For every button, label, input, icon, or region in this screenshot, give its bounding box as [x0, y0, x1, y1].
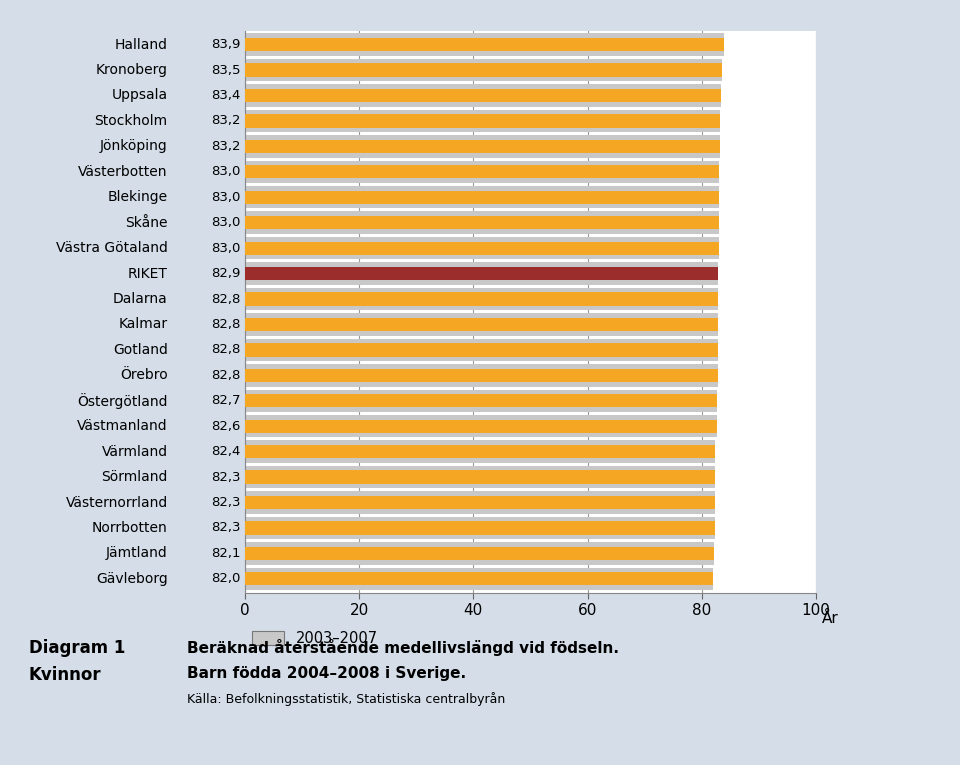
Bar: [245, 491, 715, 514]
Text: 83,2: 83,2: [211, 140, 240, 153]
Text: Blekinge: Blekinge: [108, 190, 168, 204]
Bar: [245, 216, 719, 230]
Text: Skåne: Skåne: [125, 216, 168, 230]
Bar: [245, 517, 715, 539]
Bar: [245, 38, 724, 51]
Text: 83,4: 83,4: [211, 89, 240, 102]
Text: Kvinnor: Kvinnor: [29, 666, 102, 684]
Bar: [245, 420, 716, 433]
Text: 83,2: 83,2: [211, 115, 240, 128]
Text: Västmanland: Västmanland: [77, 419, 168, 433]
Text: Gävleborg: Gävleborg: [96, 572, 168, 586]
Bar: [245, 339, 718, 361]
Text: 82,0: 82,0: [211, 572, 240, 585]
Text: RIKET: RIKET: [128, 266, 168, 281]
Text: Stockholm: Stockholm: [95, 114, 168, 128]
Text: 82,6: 82,6: [211, 420, 240, 433]
Text: 82,8: 82,8: [211, 369, 240, 382]
Bar: [245, 445, 715, 458]
Text: Sörmland: Sörmland: [102, 470, 168, 484]
Text: 83,9: 83,9: [211, 38, 240, 51]
Bar: [245, 59, 722, 81]
Text: 82,3: 82,3: [211, 470, 240, 483]
Text: 83,0: 83,0: [211, 165, 240, 178]
Text: Norrbotten: Norrbotten: [92, 521, 168, 535]
Text: 82,8: 82,8: [211, 343, 240, 356]
Bar: [245, 190, 719, 203]
Bar: [245, 389, 717, 412]
Bar: [245, 547, 713, 560]
Bar: [245, 292, 718, 306]
Bar: [245, 211, 719, 234]
Text: Jämtland: Jämtland: [106, 546, 168, 561]
Text: Jönköping: Jönköping: [100, 139, 168, 153]
Bar: [245, 466, 715, 488]
Text: 82,3: 82,3: [211, 522, 240, 535]
Text: Beräknad återstående medellivslängd vid födseln.: Beräknad återstående medellivslängd vid…: [187, 639, 619, 656]
Text: Kronoberg: Kronoberg: [96, 63, 168, 77]
Bar: [245, 161, 719, 183]
Text: Örebro: Örebro: [120, 368, 168, 382]
Text: 83,0: 83,0: [211, 216, 240, 230]
Bar: [245, 267, 718, 280]
Bar: [245, 542, 713, 565]
Text: 82,8: 82,8: [211, 318, 240, 331]
Bar: [245, 369, 718, 382]
Text: Västra Götaland: Västra Götaland: [56, 241, 168, 256]
Text: Gotland: Gotland: [113, 343, 168, 357]
Bar: [245, 522, 715, 535]
Text: 82,8: 82,8: [211, 292, 240, 305]
Text: Östergötland: Östergötland: [77, 392, 168, 409]
Text: 83,0: 83,0: [211, 190, 240, 203]
Bar: [245, 114, 720, 128]
Text: Halland: Halland: [114, 37, 168, 51]
Text: 83,0: 83,0: [211, 242, 240, 255]
Text: Diagram 1: Diagram 1: [29, 639, 125, 657]
Text: 82,4: 82,4: [211, 445, 240, 458]
Bar: [245, 441, 715, 463]
Bar: [245, 572, 713, 585]
Bar: [245, 470, 715, 483]
Text: 82,1: 82,1: [211, 547, 240, 560]
Bar: [245, 242, 719, 255]
Text: År: År: [822, 611, 838, 626]
Bar: [245, 317, 718, 331]
Bar: [245, 186, 719, 208]
Bar: [245, 262, 718, 285]
Bar: [245, 89, 721, 102]
Bar: [245, 496, 715, 509]
Bar: [245, 34, 724, 56]
Text: Barn födda 2004–2008 i Sverige.: Barn födda 2004–2008 i Sverige.: [187, 666, 467, 681]
Bar: [245, 135, 720, 158]
Bar: [245, 568, 713, 590]
Bar: [245, 313, 718, 336]
Text: 82,9: 82,9: [211, 267, 240, 280]
Bar: [245, 165, 719, 178]
Bar: [245, 237, 719, 259]
Text: Uppsala: Uppsala: [111, 89, 168, 103]
Bar: [245, 415, 716, 438]
Bar: [245, 343, 718, 356]
Text: Kalmar: Kalmar: [119, 317, 168, 331]
Text: Västernorrland: Västernorrland: [65, 496, 168, 509]
Bar: [245, 364, 718, 386]
Bar: [245, 84, 721, 106]
Bar: [245, 288, 718, 311]
Text: Värmland: Värmland: [102, 444, 168, 459]
Text: Västerbotten: Västerbotten: [78, 164, 168, 179]
Bar: [245, 140, 720, 153]
Bar: [245, 394, 717, 408]
Text: Källa: Befolkningsstatistik, Statistiska centralbyrån: Källa: Befolkningsstatistik, Statistiska…: [187, 692, 506, 706]
Text: 83,5: 83,5: [211, 63, 240, 76]
Bar: [245, 109, 720, 132]
Legend: 2003–2007: 2003–2007: [252, 631, 378, 646]
Text: 82,7: 82,7: [211, 394, 240, 407]
Bar: [245, 63, 722, 76]
Text: Dalarna: Dalarna: [113, 292, 168, 306]
Text: 82,3: 82,3: [211, 496, 240, 509]
